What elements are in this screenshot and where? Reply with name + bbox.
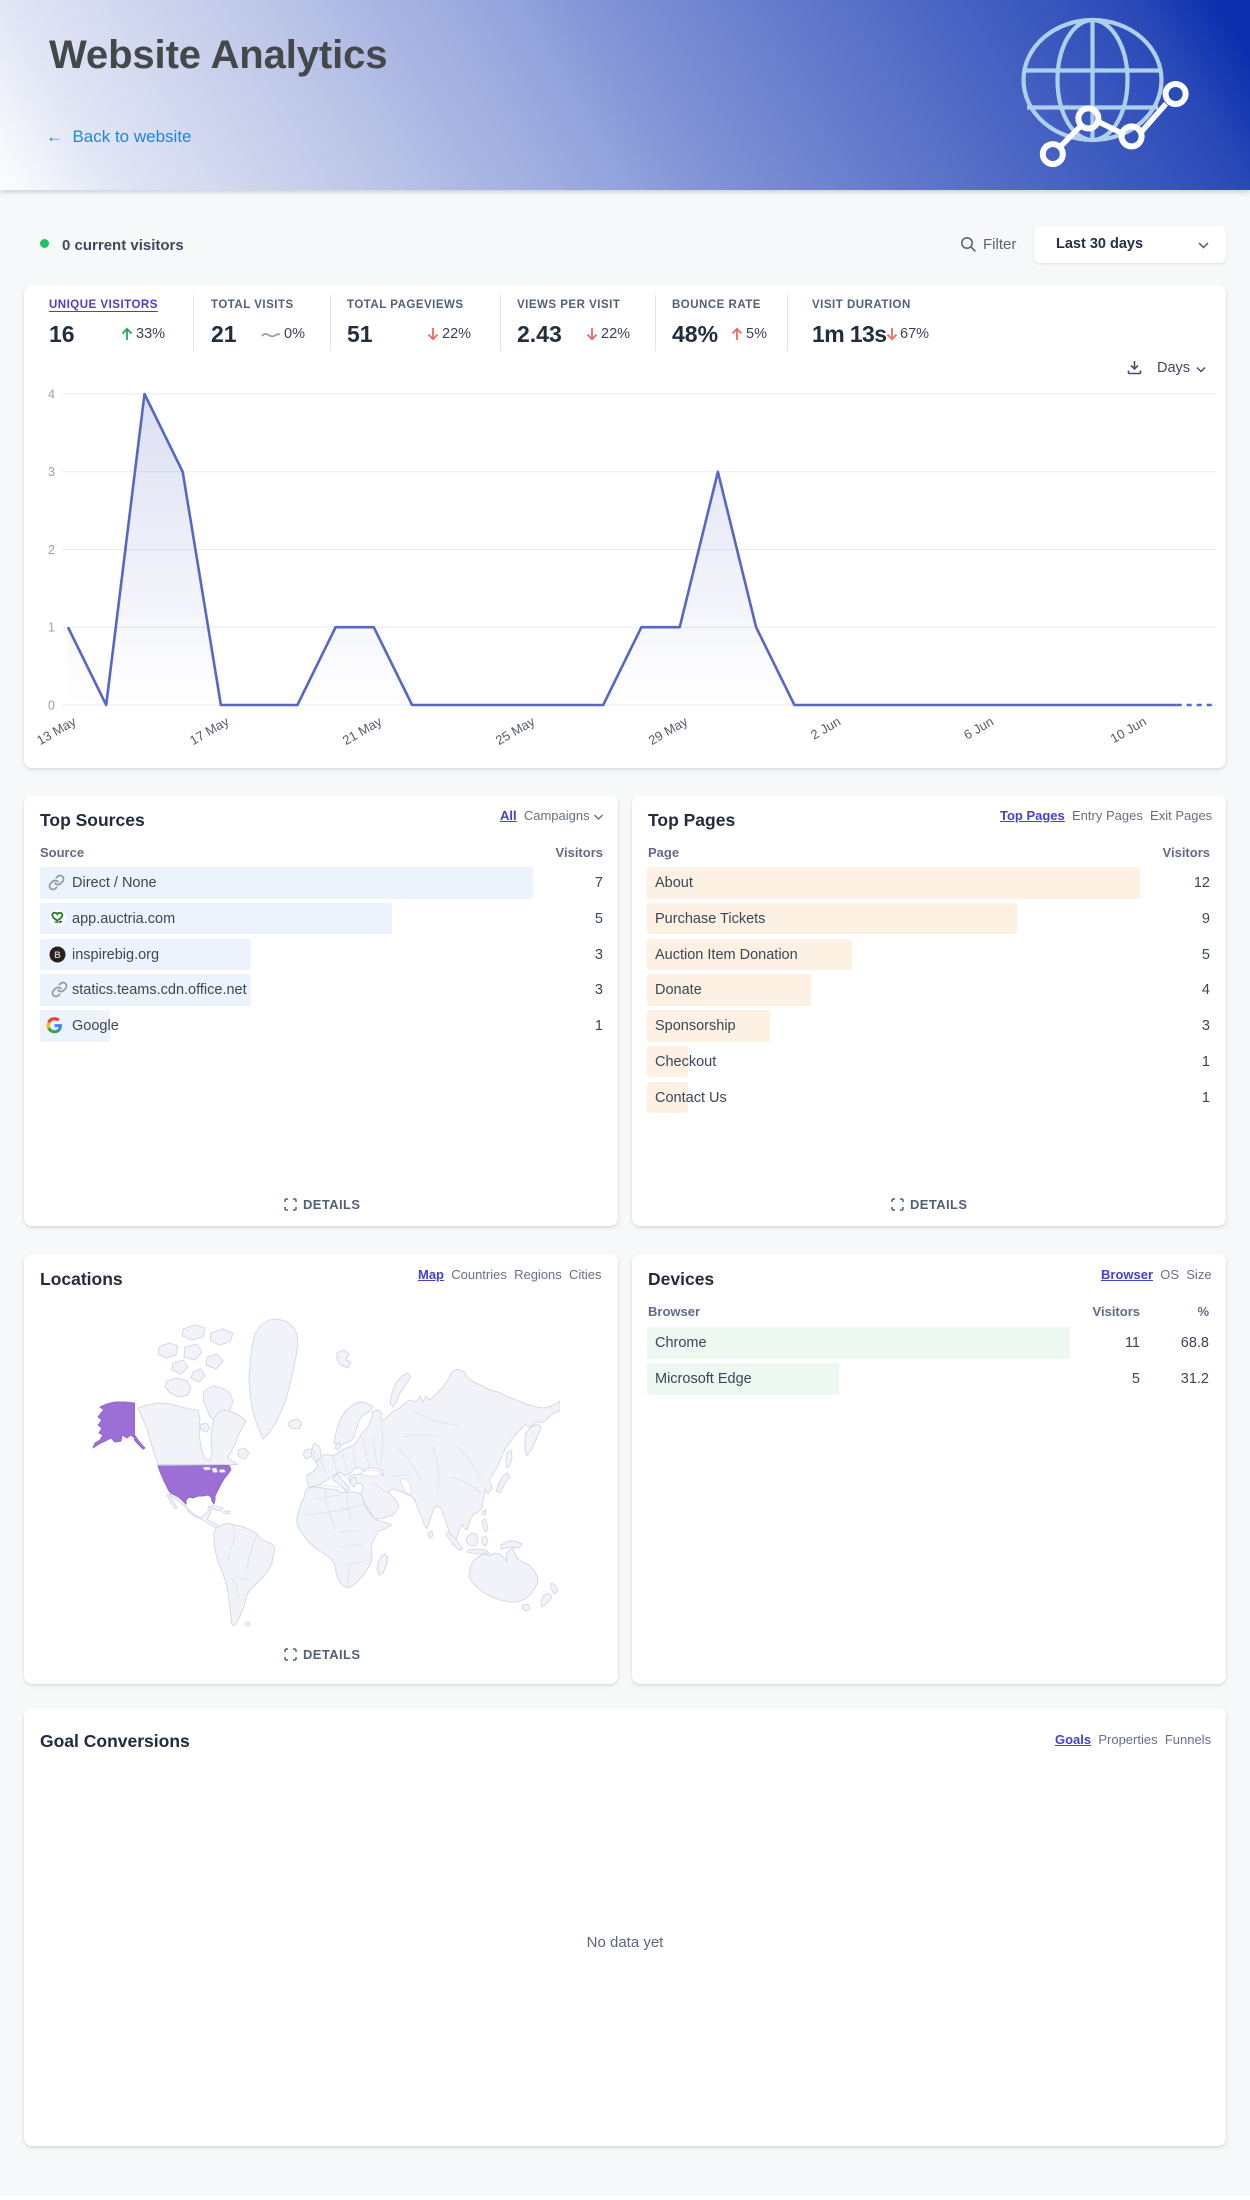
svg-text:3: 3 [48, 465, 55, 479]
svg-text:2: 2 [48, 543, 55, 557]
svg-text:25 May: 25 May [493, 713, 538, 748]
svg-text:13 May: 13 May [34, 713, 79, 748]
svg-text:29 May: 29 May [646, 713, 691, 748]
svg-text:1: 1 [48, 621, 55, 635]
svg-text:10 Jun: 10 Jun [1108, 714, 1149, 747]
svg-text:B: B [54, 950, 61, 960]
svg-text:6 Jun: 6 Jun [961, 714, 996, 743]
svg-text:2 Jun: 2 Jun [808, 714, 843, 743]
svg-text:21 May: 21 May [340, 713, 385, 748]
svg-text:0: 0 [48, 699, 55, 713]
svg-text:17 May: 17 May [187, 713, 232, 748]
svg-text:4: 4 [48, 388, 55, 402]
